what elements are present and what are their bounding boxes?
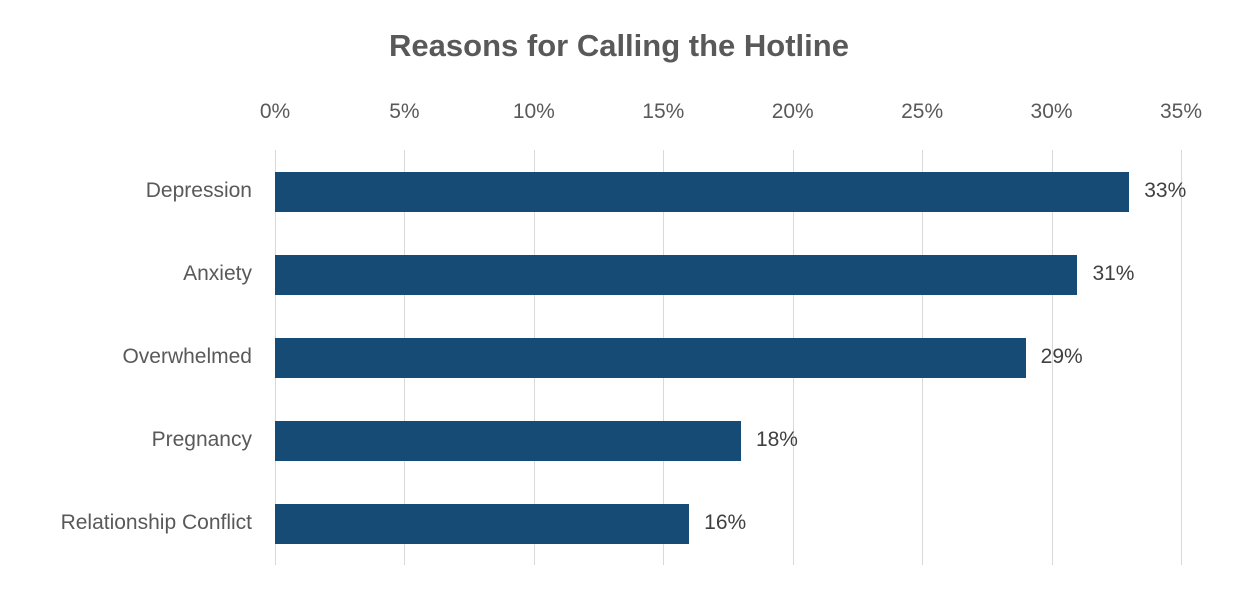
- bar-relationship-conflict: [275, 503, 690, 544]
- value-label: 16%: [704, 510, 747, 534]
- x-axis: 0% 5% 10% 15% 20% 25% 30% 35%: [0, 100, 1238, 128]
- category-label: Relationship Conflict: [60, 510, 252, 534]
- x-tick-label: 15%: [642, 100, 685, 123]
- value-label: 18%: [755, 427, 798, 451]
- x-tick-label: 5%: [389, 100, 420, 123]
- x-tick-label: 0%: [259, 100, 291, 123]
- x-tick-label: 25%: [901, 100, 944, 123]
- bar-overwhelmed: [275, 337, 1026, 378]
- value-label: 29%: [1040, 344, 1083, 368]
- bar-depression: [275, 171, 1130, 212]
- plot-area: [275, 150, 1182, 565]
- value-label: 33%: [1144, 178, 1187, 202]
- x-tick-label: 35%: [1159, 100, 1203, 123]
- x-tick-label: 30%: [1030, 100, 1073, 123]
- bar-anxiety: [275, 254, 1078, 295]
- value-label: 31%: [1092, 261, 1135, 285]
- bar-row: [275, 233, 1181, 316]
- bar-row: [275, 482, 1181, 565]
- bar-row: [275, 399, 1181, 482]
- category-label: Anxiety: [183, 261, 252, 285]
- category-label: Depression: [145, 178, 252, 202]
- category-label: Pregnancy: [151, 427, 252, 451]
- gridline: [1181, 150, 1182, 565]
- chart-title: Reasons for Calling the Hotline: [389, 28, 849, 63]
- x-tick-label: 10%: [512, 100, 555, 123]
- bar-row: [275, 150, 1181, 233]
- bar-row: [275, 316, 1181, 399]
- x-tick-label: 20%: [771, 100, 814, 123]
- bar-pregnancy: [275, 420, 741, 461]
- category-label: Overwhelmed: [122, 344, 252, 368]
- gridline: [1051, 150, 1053, 565]
